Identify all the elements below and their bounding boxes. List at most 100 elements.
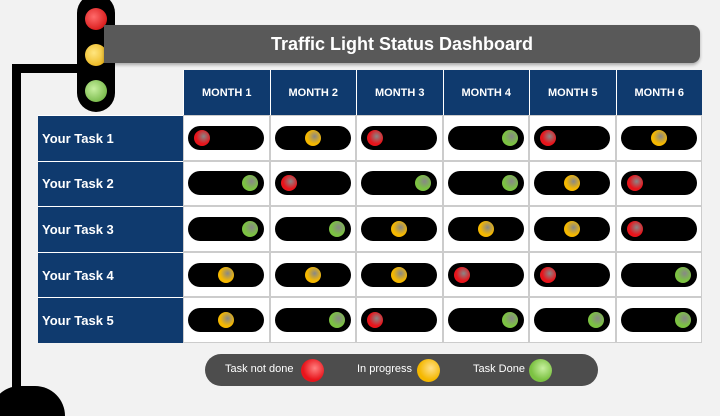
status-indicator <box>188 262 265 287</box>
month-header: MONTH 4 <box>442 70 529 115</box>
green-dot-icon <box>588 312 605 329</box>
yellow-dot-icon <box>218 312 235 329</box>
green-dot-icon <box>674 266 691 283</box>
status-cell <box>356 251 443 298</box>
legend-in-progress-label: In progress <box>357 363 413 375</box>
status-cell <box>529 297 616 343</box>
status-cell <box>442 115 529 161</box>
red-dot-icon <box>540 266 557 283</box>
status-indicator <box>361 262 438 287</box>
green-dot-icon <box>415 175 432 192</box>
status-cell <box>269 160 356 207</box>
status-cell <box>442 206 529 252</box>
status-cell <box>615 160 702 207</box>
green-dot-icon <box>674 312 691 329</box>
status-indicator <box>447 308 524 333</box>
status-cell <box>442 297 529 343</box>
status-cell <box>442 160 529 207</box>
status-cell <box>269 251 356 298</box>
status-indicator <box>447 262 524 287</box>
status-cell <box>269 297 356 343</box>
legend-done-label: Task Done <box>473 363 525 375</box>
yellow-dot-icon <box>564 220 581 237</box>
green-light-icon <box>85 80 107 102</box>
yellow-dot-icon <box>417 359 440 382</box>
status-indicator <box>188 125 265 150</box>
status-indicator <box>188 216 265 241</box>
month-header: MONTH 3 <box>356 70 443 115</box>
status-cell <box>183 297 270 343</box>
month-header: MONTH 6 <box>615 70 702 115</box>
status-cell <box>356 297 443 343</box>
yellow-dot-icon <box>477 220 494 237</box>
status-indicator <box>361 216 438 241</box>
status-cell <box>615 297 702 343</box>
red-dot-icon <box>626 175 643 192</box>
status-indicator <box>274 308 351 333</box>
month-header: MONTH 1 <box>183 70 270 115</box>
traffic-light-base <box>0 386 65 416</box>
yellow-dot-icon <box>304 266 321 283</box>
red-dot-icon <box>367 312 384 329</box>
red-dot-icon <box>280 175 297 192</box>
status-indicator <box>188 171 265 196</box>
status-indicator <box>620 125 697 150</box>
green-dot-icon <box>501 312 518 329</box>
status-cell <box>529 115 616 161</box>
green-dot-icon <box>501 175 518 192</box>
status-cell <box>442 251 529 298</box>
status-indicator <box>361 308 438 333</box>
status-indicator <box>534 171 611 196</box>
green-dot-icon <box>501 129 518 146</box>
yellow-dot-icon <box>650 129 667 146</box>
red-dot-icon <box>367 129 384 146</box>
green-dot-icon <box>328 312 345 329</box>
status-indicator <box>534 262 611 287</box>
status-indicator <box>361 171 438 196</box>
red-light-icon <box>85 8 107 30</box>
yellow-dot-icon <box>564 175 581 192</box>
legend: Task not done In progress Task Done <box>205 354 598 386</box>
page-title: Traffic Light Status Dashboard <box>104 25 700 63</box>
status-indicator <box>274 125 351 150</box>
status-cell <box>269 206 356 252</box>
status-indicator <box>447 125 524 150</box>
status-indicator <box>447 171 524 196</box>
status-cell <box>356 160 443 207</box>
traffic-light-pole <box>12 64 21 404</box>
status-cell <box>269 115 356 161</box>
status-indicator <box>534 216 611 241</box>
status-cell <box>529 206 616 252</box>
green-dot-icon <box>242 175 259 192</box>
status-indicator <box>274 262 351 287</box>
month-header: MONTH 2 <box>269 70 356 115</box>
status-cell <box>529 160 616 207</box>
status-cell <box>183 115 270 161</box>
month-header: MONTH 5 <box>529 70 616 115</box>
status-indicator <box>274 216 351 241</box>
status-indicator <box>620 262 697 287</box>
red-dot-icon <box>194 129 211 146</box>
status-indicator <box>620 171 697 196</box>
status-cell <box>615 115 702 161</box>
status-cell <box>356 206 443 252</box>
status-cell <box>615 251 702 298</box>
legend-not-done-label: Task not done <box>225 363 294 375</box>
task-label: Your Task 1 <box>38 115 183 161</box>
green-dot-icon <box>242 220 259 237</box>
yellow-dot-icon <box>304 129 321 146</box>
green-dot-icon <box>328 220 345 237</box>
red-dot-icon <box>453 266 470 283</box>
yellow-light-icon <box>85 44 107 66</box>
task-label: Your Task 4 <box>38 251 183 298</box>
status-cell <box>183 160 270 207</box>
red-dot-icon <box>540 129 557 146</box>
status-indicator <box>534 125 611 150</box>
status-indicator <box>534 308 611 333</box>
status-cell <box>183 206 270 252</box>
status-indicator <box>188 308 265 333</box>
red-dot-icon <box>301 359 324 382</box>
status-cell <box>615 206 702 252</box>
status-indicator <box>447 216 524 241</box>
status-cell <box>529 251 616 298</box>
